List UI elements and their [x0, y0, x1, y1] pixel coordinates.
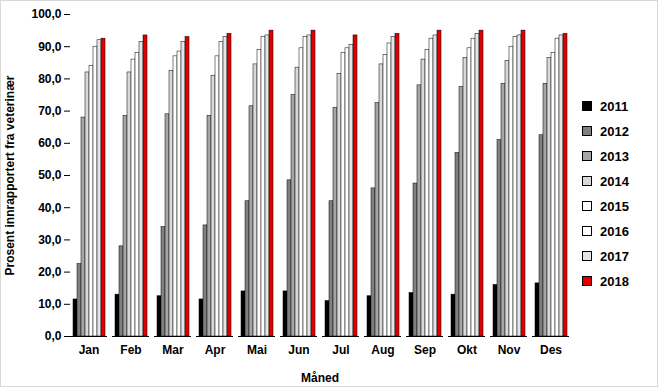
- svg-text:0,0: 0,0: [45, 329, 62, 343]
- svg-text:Måned: Måned: [301, 370, 339, 384]
- svg-text:10,0: 10,0: [38, 297, 62, 311]
- html-text:2015: 2015: [600, 198, 629, 214]
- svg-text:Okt: Okt: [457, 343, 477, 357]
- svg-text:50,0: 50,0: [38, 168, 62, 182]
- html-text:2012: 2012: [600, 123, 629, 139]
- svg-text:Jan: Jan: [79, 343, 100, 357]
- svg-text:30,0: 30,0: [38, 232, 62, 246]
- svg-text:20,0: 20,0: [38, 264, 62, 278]
- svg-text:Mai: Mai: [247, 343, 267, 357]
- svg-text:Aug: Aug: [371, 343, 394, 357]
- svg-text:Sep: Sep: [414, 343, 436, 357]
- svg-text:Prosent innrapportert fra vete: Prosent innrapportert fra veterinær: [3, 75, 17, 275]
- svg-text:100,0: 100,0: [31, 7, 61, 21]
- svg-text:80,0: 80,0: [38, 71, 62, 85]
- svg-text:Jun: Jun: [288, 343, 309, 357]
- svg-text:Apr: Apr: [205, 343, 226, 357]
- html-text:2013: 2013: [600, 148, 629, 164]
- html-text:2011: 2011: [600, 98, 629, 114]
- svg-text:Mar: Mar: [162, 343, 184, 357]
- svg-text:Feb: Feb: [120, 343, 141, 357]
- svg-text:90,0: 90,0: [38, 39, 62, 53]
- svg-text:60,0: 60,0: [38, 136, 62, 150]
- svg-text:Des: Des: [540, 343, 562, 357]
- svg-text:Jul: Jul: [332, 343, 349, 357]
- html-text:2018: 2018: [600, 273, 629, 289]
- svg-text:40,0: 40,0: [38, 200, 62, 214]
- html-text:2014: 2014: [600, 173, 629, 189]
- svg-text:70,0: 70,0: [38, 103, 62, 117]
- html-text:2016: 2016: [600, 223, 629, 239]
- svg-text:Nov: Nov: [498, 343, 521, 357]
- html-text:2017: 2017: [600, 248, 629, 264]
